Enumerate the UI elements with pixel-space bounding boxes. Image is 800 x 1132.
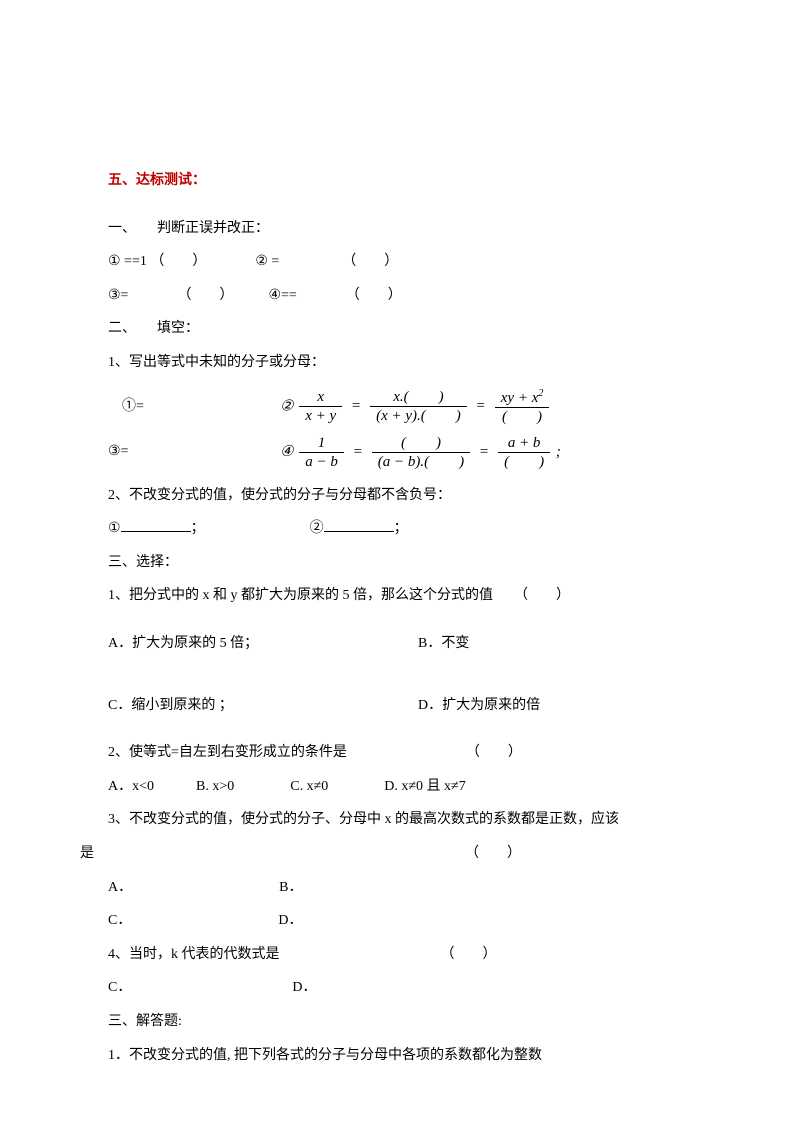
choice-q1-a: A．扩大为原来的 5 倍； [80,627,390,661]
choice-q1: 1、把分式中的 x 和 y 都扩大为原来的 5 倍，那么这个分式的值 （ ） [80,579,700,613]
choice-q2: 2、使等式=自左到右变形成立的条件是 （ ） [80,736,700,770]
choice-q3-ab: A． B． [80,871,700,905]
choice-q4: 4、当时，k 代表的代数式是 （ ） [80,938,700,972]
choice-q4-cd: C． D． [80,971,700,1005]
frac-den: (x + y).( ) [370,407,467,425]
equals-sign: = [352,398,360,414]
formula-row-1: ①= ② xx + y = x.( )(x + y).( ) = xy + x2… [80,388,700,426]
frac-num: 1 [299,434,344,453]
frac-num: x.( ) [370,388,467,407]
frac-num: ( ) [372,434,470,453]
formula-2-left: ③= [80,435,280,469]
equals-sign: = [480,444,488,460]
formula-row-2: ③= ④ 1a − b = ( )(a − b).( ) = a + b( ) … [80,434,700,471]
subsection-3-title: 三、选择： [80,546,700,580]
blank-line [324,517,394,532]
choice-q1-c: C．缩小到原来的 ； [80,689,390,723]
equals-sign: = [477,398,485,414]
frac-num: a + b [498,434,550,453]
fill-q1: 1、写出等式中未知的分子或分母： [80,346,700,380]
frac-num: xy + x2 [495,388,550,408]
formula-tail: ; [556,444,561,460]
frac-den: ( ) [495,408,550,426]
choice-q3-line1: 3、不改变分式的值，使分式的分子、分母中 x 的最高次数式的系数都是正数，应该 [80,803,700,837]
answer-q1: 1．不改变分式的值, 把下列各式的分子与分母中各项的系数都化为整数 [80,1039,700,1073]
choice-q1-d: D．扩大为原来的倍 [390,689,700,723]
choice-q2-opts: A．x<0 B. x>0 C. x≠0 D. x≠0 且 x≠7 [80,770,700,804]
formula-2-right: ④ 1a − b = ( )(a − b).( ) = a + b( ) ; [280,434,700,471]
frac-den: x + y [299,407,342,425]
formula-1-left: ①= [80,390,280,424]
section-heading: 五、达标测试： [80,164,700,198]
judge-item-3-4: ③= （ ） ④== （ ） [80,279,700,313]
formula-1-right: ② xx + y = x.( )(x + y).( ) = xy + x2( ) [280,388,700,426]
fill-q2: 2、不改变分式的值，使分式的分子与分母都不含负号： [80,479,700,513]
formula-1-label: ② [280,398,293,414]
equals-sign: = [354,444,362,460]
subsection-2-title: 二、 填空： [80,312,700,346]
choice-q3-line2: 是 （ ） [80,837,700,871]
formula-2-label: ④ [280,444,293,460]
frac-den: a − b [299,453,344,471]
judge-item-1-2: ① ==1 （ ） ② = （ ） [80,245,700,279]
frac-den: ( ) [498,453,550,471]
frac-den: (a − b).( ) [372,453,470,471]
subsection-4-title: 三、解答题: [80,1005,700,1039]
blank-line [121,517,191,532]
subsection-1-title: 一、 判断正误并改正： [80,212,700,246]
fill-q2-items: ①； ②； [80,512,700,546]
frac-num: x [299,388,342,407]
choice-q1-b: B．不变 [390,627,700,661]
choice-q3-cd: C． D． [80,904,700,938]
